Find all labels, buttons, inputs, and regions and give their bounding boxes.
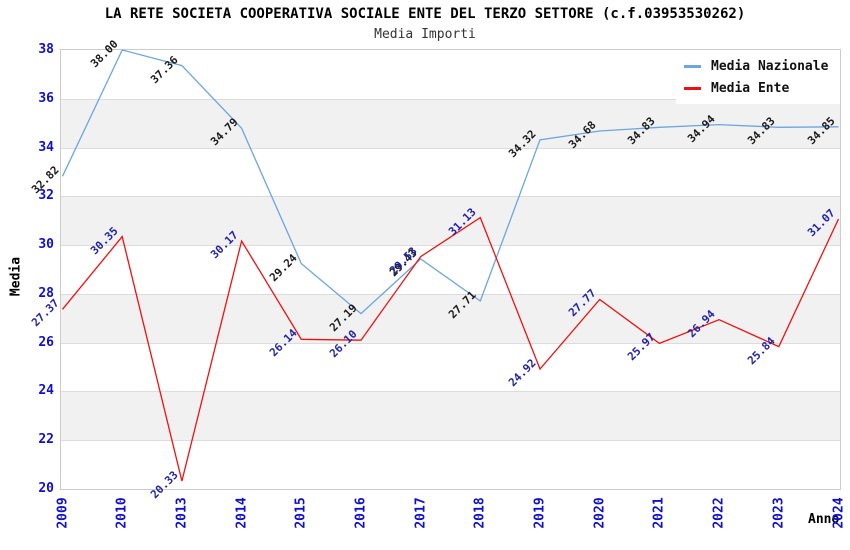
plot-band [61,245,840,294]
x-tick-label: 2009 [55,497,70,529]
x-axis-label: Anno [808,512,840,527]
legend-label: Media Nazionale [711,59,829,74]
y-tick-label: 32 [38,188,54,204]
x-tick-label: 2010 [114,497,130,529]
y-tick-label: 38 [38,42,54,57]
value-label: 27.37 [28,296,62,330]
plot-band [61,147,840,197]
media-ente-line-swatch [684,87,701,90]
media-nazionale-line-swatch [684,65,701,68]
plot-band [61,440,840,489]
legend-label: Media Ente [711,81,790,96]
x-tick-label: 2017 [413,497,429,529]
x-tick-label: 2014 [234,497,250,529]
x-tick-label: 2021 [651,497,667,529]
gridline [61,98,840,100]
gridline [61,245,840,247]
plot-band [61,342,840,392]
y-tick-label: 24 [38,383,54,399]
series-lines [61,49,840,482]
x-tick-label: 2018 [472,497,488,529]
gridline [61,342,840,344]
y-tick-label: 30 [38,237,54,253]
gridline [61,293,840,295]
series-line-media-nazionale [61,49,839,315]
x-tick-label: 2022 [711,497,727,529]
legend: Media Nazionale Media Ente [676,53,841,104]
y-tick-label: 36 [38,90,54,106]
x-tick-label: 2013 [174,497,190,529]
x-tick-label: 2015 [293,497,309,529]
gridline [61,391,840,393]
y-tick-label: 22 [38,432,54,448]
plot-band [61,391,840,441]
legend-item-media-nazionale: Media Nazionale [684,59,828,74]
x-tick-label: 2019 [532,497,548,529]
y-tick-label: 34 [38,139,54,155]
chart-title: LA RETE SOCIETA COOPERATIVA SOCIALE ENTE… [104,6,746,22]
x-tick-label: 2024 [831,497,846,529]
x-tick-label: 2023 [771,497,787,529]
gridline [61,147,840,149]
x-tick-label: 2020 [592,497,608,529]
y-tick-label: 20 [38,481,54,496]
y-tick-label: 26 [38,334,54,350]
plot-band [61,293,840,343]
series-line-media-ente [61,216,840,482]
gridline [61,196,840,198]
x-tick-label: 2016 [353,497,369,529]
y-tick-label: 28 [38,285,54,301]
legend-item-media-ente: Media Ente [684,81,828,96]
plot-area: 32.82 38.00 37.36 34.79 29.24 27.19 29.43 27.71… [29,38,841,501]
chart-subtitle: Media Importi [374,27,476,42]
plot-band [61,98,840,148]
gridline [61,440,840,442]
